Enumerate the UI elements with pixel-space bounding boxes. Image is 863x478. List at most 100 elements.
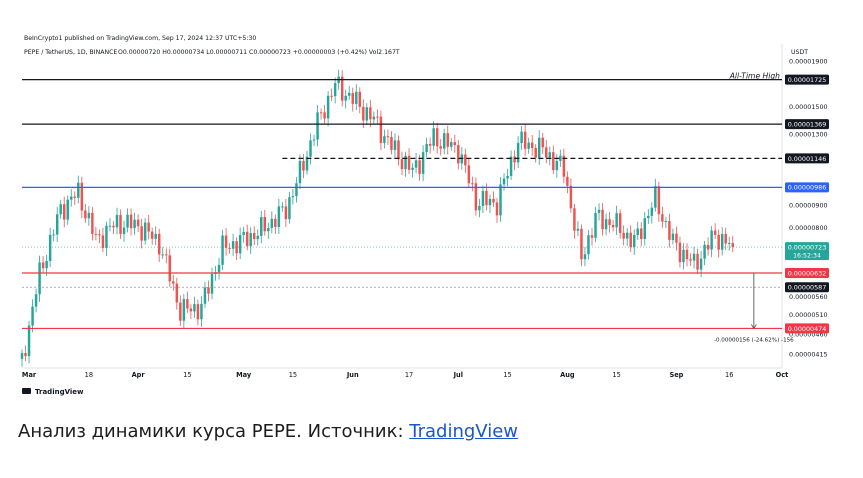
candle-body (150, 231, 154, 239)
x-tick-label: Apr (132, 371, 146, 379)
candle-body (657, 186, 661, 215)
candle-body (640, 228, 643, 239)
candle-body (291, 196, 295, 198)
candle-body (678, 242, 682, 263)
candle-body (252, 233, 256, 240)
candle-body (622, 232, 625, 239)
candle-body (566, 176, 569, 186)
x-tick-label: Mar (22, 371, 37, 379)
candle-body (73, 196, 77, 198)
candle-body (545, 147, 548, 158)
y-tick-label: 0.00001300 (789, 131, 828, 139)
candle-body (717, 234, 720, 250)
candle-body (608, 219, 611, 225)
candle-body (288, 197, 291, 220)
candle-body (509, 156, 513, 176)
candle-body (654, 186, 657, 208)
candle-body (703, 244, 706, 259)
ohlc-readout: O0.00000720 H0.00000734 L0.00000711 C0.0… (118, 49, 400, 56)
candle-body (689, 259, 692, 261)
candle-body (245, 231, 249, 247)
candle-body (618, 213, 622, 233)
x-tick-label: 15 (183, 371, 191, 379)
y-tick-label: 0.00001900 (789, 58, 828, 66)
candle-body (421, 152, 425, 174)
candle-body (583, 254, 587, 260)
level-price-tag (785, 323, 829, 334)
candle-body (393, 140, 397, 150)
candle-body (555, 160, 559, 171)
candle-body (485, 190, 488, 206)
candle-body (467, 165, 471, 184)
candle-body (319, 112, 323, 114)
candle-body (446, 133, 449, 147)
last-price-tag (785, 242, 829, 261)
candle-body (647, 215, 650, 219)
candle-body (157, 233, 161, 255)
published-note: BeInCrypto1 published on TradingView.com… (24, 35, 256, 42)
candle-body (386, 136, 390, 138)
candle-body (309, 140, 312, 157)
candle-body (242, 231, 245, 236)
candle-body (668, 221, 671, 240)
candlestick-chart[interactable]: BeInCrypto1 published on TradingView.com… (0, 0, 863, 400)
y-tick-label: 0.00001500 (789, 103, 828, 111)
candle-body (400, 159, 404, 170)
candle-body (428, 143, 432, 146)
candle-body (527, 142, 530, 149)
level-price-text: 0.00000632 (788, 269, 827, 277)
candle-body (474, 183, 478, 211)
chart-area[interactable]: BeInCrypto1 published on TradingView.com… (0, 0, 863, 400)
tradingview-logo[interactable]: TradingView (22, 388, 84, 396)
candle-body (221, 235, 224, 265)
y-tick-label: 0.00000510 (789, 311, 828, 319)
candle-body (333, 83, 337, 97)
candle-body (295, 183, 298, 197)
candle-body (231, 241, 235, 249)
candle-body (52, 234, 55, 236)
candle-body (587, 235, 590, 255)
candle-body (520, 131, 523, 144)
candle-body (699, 258, 703, 270)
y-tick-label: 0.00000800 (789, 224, 828, 232)
candle-body (534, 147, 537, 158)
candle-body (418, 160, 421, 174)
candle-body (277, 206, 281, 227)
candle-body (552, 152, 555, 171)
candle-body (224, 235, 228, 248)
candle-body (87, 212, 91, 219)
candle-body (435, 128, 439, 147)
candle-body (636, 228, 639, 235)
level-price-text: 0.00000474 (788, 325, 827, 333)
candle-body (425, 143, 428, 153)
x-tick-label: 15 (612, 371, 620, 379)
candle-body (379, 116, 383, 143)
y-tick-labels: 0.00001900 0.00001500 0.00001300 0.00000900… (789, 58, 828, 359)
candle-body (55, 214, 59, 235)
candle-body (48, 234, 52, 261)
candle-body (439, 146, 442, 149)
candle-body (267, 227, 270, 232)
candle-body (196, 304, 200, 320)
candle-body (210, 274, 214, 294)
candle-body (376, 116, 379, 118)
candle-body (650, 207, 654, 216)
candle-body (154, 233, 157, 239)
caption-source-link[interactable]: TradingView (409, 421, 519, 442)
candle-body (432, 128, 435, 146)
candle-body (453, 142, 457, 146)
candle-body (625, 232, 629, 239)
candle-body (629, 232, 632, 248)
candle-body (108, 225, 112, 227)
level-price-text: 0.00001146 (788, 155, 827, 163)
candle-body (94, 233, 98, 235)
x-tick-label: 15 (503, 371, 511, 379)
figure-caption: Анализ динамики курса PEPE. Источник: Tr… (18, 421, 518, 442)
candle-body (340, 76, 344, 101)
level-price-text: 0.00000986 (788, 184, 827, 192)
candle-body (407, 155, 411, 170)
x-tick-label: Jun (346, 371, 359, 379)
candle-body (502, 178, 506, 185)
candle-body (548, 152, 552, 158)
candle-body (724, 234, 727, 244)
